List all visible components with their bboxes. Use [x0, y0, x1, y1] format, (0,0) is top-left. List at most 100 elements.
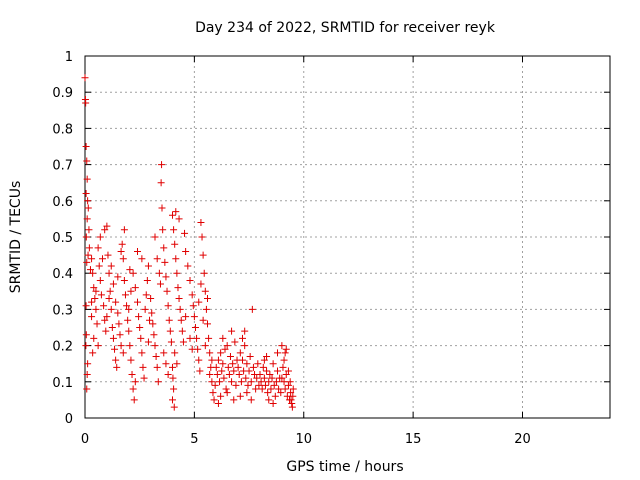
- data-point: [223, 389, 231, 397]
- data-point: [228, 327, 236, 335]
- data-point: [113, 363, 121, 371]
- data-point: [175, 295, 183, 303]
- data-point: [152, 352, 160, 360]
- data-point: [82, 302, 90, 310]
- data-point: [270, 381, 278, 389]
- x-tick-label: 15: [405, 432, 422, 447]
- data-point: [265, 396, 273, 404]
- data-points: [81, 74, 297, 411]
- data-point: [142, 291, 150, 299]
- data-point: [239, 334, 246, 342]
- data-point: [99, 255, 106, 263]
- data-point: [288, 400, 296, 408]
- data-point: [260, 374, 268, 382]
- data-point: [169, 374, 177, 382]
- data-point: [155, 269, 163, 277]
- data-point: [221, 345, 229, 353]
- data-point: [116, 331, 124, 339]
- data-point: [190, 313, 198, 321]
- data-point: [148, 309, 156, 317]
- data-point: [171, 240, 179, 248]
- x-tick-label: 20: [514, 432, 531, 447]
- data-point: [269, 360, 277, 368]
- data-point: [201, 342, 209, 350]
- data-point: [166, 327, 174, 335]
- data-point: [169, 363, 176, 371]
- data-point: [216, 378, 224, 386]
- data-point: [252, 385, 260, 393]
- data-point: [288, 403, 296, 411]
- data-point: [236, 349, 244, 357]
- data-point: [162, 273, 170, 281]
- y-tick-label: 1: [65, 50, 73, 65]
- data-point: [269, 400, 277, 408]
- data-point: [184, 262, 192, 270]
- data-point: [177, 316, 185, 324]
- data-point: [126, 342, 134, 350]
- data-point: [138, 255, 146, 263]
- data-point: [125, 327, 133, 335]
- data-point: [88, 313, 96, 321]
- data-point: [83, 157, 91, 165]
- data-point: [231, 338, 239, 346]
- data-point: [247, 396, 255, 404]
- data-point: [164, 302, 172, 310]
- data-point: [170, 403, 178, 411]
- data-point: [234, 363, 242, 371]
- data-point: [235, 371, 243, 379]
- grid-lines: [85, 56, 610, 418]
- data-point: [241, 342, 249, 350]
- data-point: [261, 381, 269, 389]
- data-point: [144, 338, 152, 346]
- data-point: [208, 356, 216, 364]
- y-axis-label: SRMTID / TECUs: [8, 181, 24, 294]
- chart-title: Day 234 of 2022, SRMTID for receiver rey…: [195, 20, 496, 36]
- data-point: [83, 215, 91, 223]
- data-point: [123, 302, 131, 310]
- data-point: [82, 99, 90, 107]
- data-point: [96, 233, 104, 241]
- data-point: [164, 371, 172, 379]
- data-point: [160, 244, 168, 252]
- data-point: [83, 385, 91, 393]
- data-point: [287, 396, 295, 404]
- data-point: [83, 371, 91, 379]
- data-point: [205, 334, 213, 342]
- data-point: [84, 197, 92, 205]
- data-point: [173, 360, 181, 368]
- data-point: [135, 313, 143, 321]
- data-point: [151, 233, 159, 241]
- x-tick-label: 5: [190, 432, 198, 447]
- data-point: [281, 349, 289, 357]
- y-tick-label: 0.4: [52, 267, 73, 282]
- data-point: [103, 313, 111, 321]
- data-point: [100, 302, 108, 310]
- data-point: [136, 324, 144, 331]
- data-point: [150, 331, 158, 339]
- data-point: [197, 280, 205, 288]
- data-point: [158, 161, 166, 169]
- data-point: [95, 262, 103, 270]
- data-point: [170, 385, 178, 393]
- x-tick-label: 10: [295, 432, 312, 447]
- data-point: [254, 360, 262, 368]
- data-point: [218, 367, 226, 375]
- data-point: [82, 190, 90, 198]
- y-tick-label: 0.2: [52, 340, 73, 355]
- data-point: [279, 363, 287, 371]
- data-point: [88, 298, 96, 306]
- data-point: [85, 244, 93, 252]
- data-point: [120, 226, 128, 234]
- data-point: [196, 367, 204, 375]
- data-point: [260, 356, 268, 364]
- data-point: [92, 305, 100, 313]
- data-point: [189, 302, 197, 310]
- data-point: [151, 342, 159, 350]
- data-point: [137, 334, 145, 342]
- y-tick-label: 0.3: [52, 303, 73, 318]
- y-tick-label: 0.7: [52, 159, 73, 174]
- data-point: [138, 349, 146, 357]
- data-point: [165, 316, 173, 324]
- data-point: [86, 266, 94, 274]
- data-point: [149, 320, 157, 328]
